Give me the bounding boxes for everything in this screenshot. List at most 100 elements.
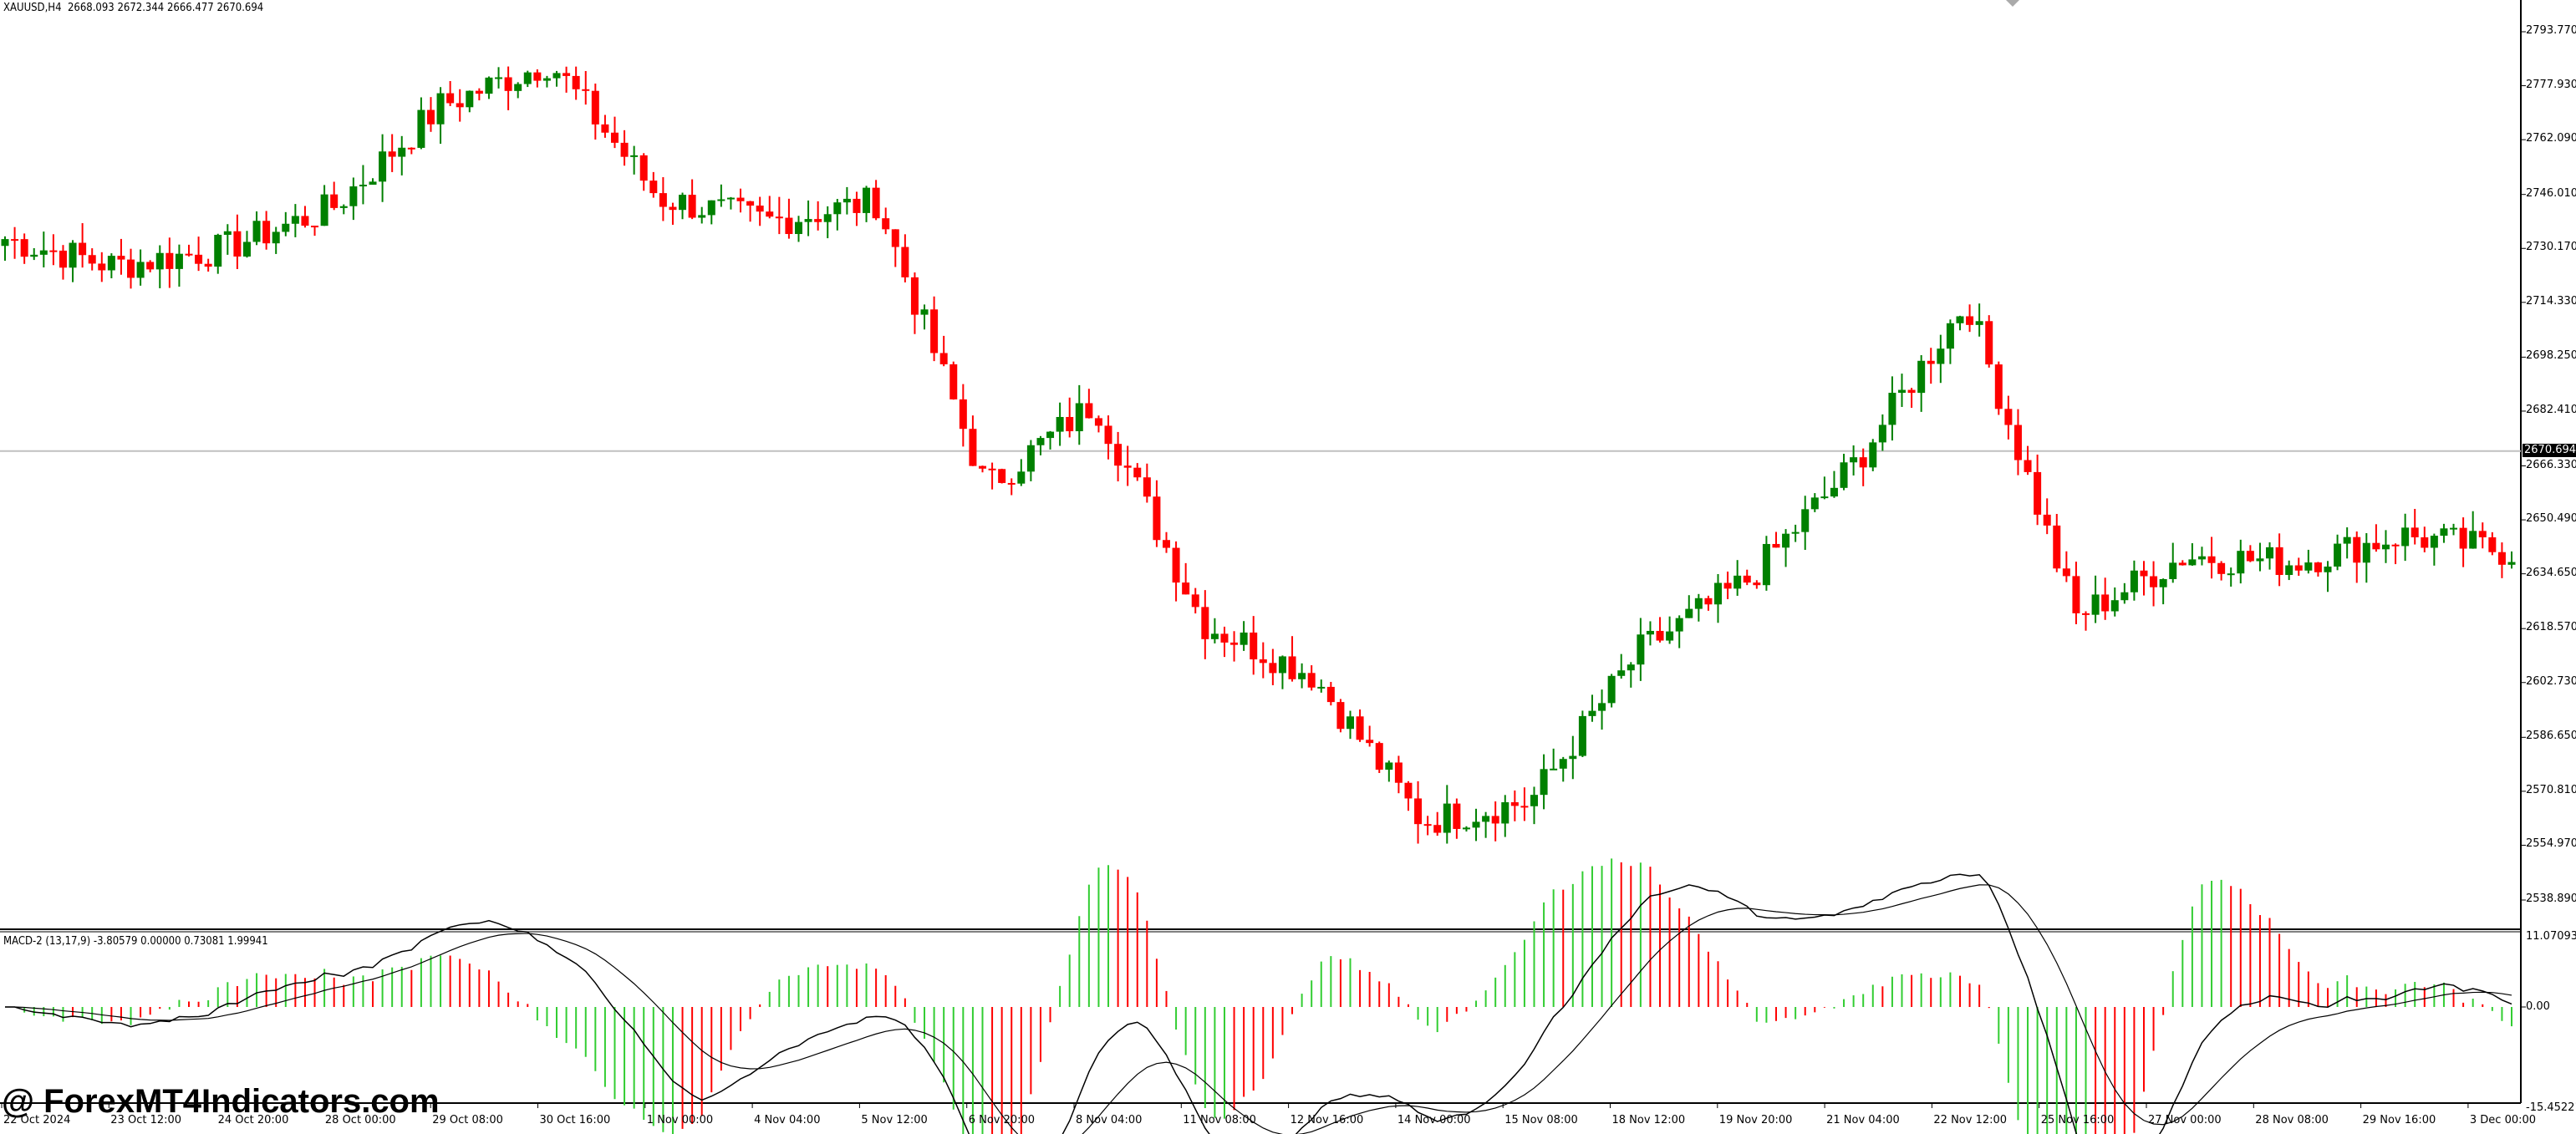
candle-bull — [1588, 710, 1596, 716]
candle-bull — [1878, 425, 1886, 443]
candle-bull — [1036, 438, 1045, 445]
candle-bear — [1723, 582, 1732, 589]
candle-bear — [649, 181, 658, 194]
time-tick-label: 22 Oct 2024 — [3, 1114, 71, 1126]
candle-bull — [39, 250, 48, 255]
candle-bull — [1675, 618, 1683, 632]
candle-bear — [1656, 630, 1664, 641]
candle-bull — [1917, 360, 1926, 394]
candle-bear — [1433, 825, 1442, 833]
candle-bear — [1094, 418, 1102, 426]
candle-bear — [456, 103, 464, 108]
symbol-ohlc-header: XAUUSD,H4 2668.093 2672.344 2666.477 267… — [3, 2, 264, 14]
price-tick-label: 2554.970 — [2526, 837, 2576, 851]
candle-bear — [1907, 389, 1916, 394]
time-tick-label: 25 Nov 16:00 — [2040, 1114, 2115, 1126]
candle-bear — [1985, 321, 1993, 365]
candle-bull — [2227, 573, 2235, 576]
candle-bull — [1956, 316, 1964, 323]
candle-bull — [1026, 445, 1035, 472]
time-tick-label: 18 Nov 12:00 — [1611, 1114, 1686, 1126]
candle-bull — [2507, 562, 2516, 565]
candle-bull — [175, 253, 183, 269]
candle-bear — [2488, 536, 2497, 552]
candle-bull — [1733, 575, 1742, 589]
candle-bear — [1453, 803, 1461, 829]
price-tick-label: 2538.890 — [2526, 892, 2576, 905]
candle-bull — [843, 198, 851, 203]
candle-bull — [2188, 559, 2197, 566]
candle-bear — [882, 218, 890, 230]
time-tick-label: 12 Nov 16:00 — [1290, 1114, 1364, 1126]
candle-bull — [523, 72, 532, 84]
candle-bull — [69, 242, 77, 268]
candle-bear — [736, 197, 745, 201]
candle-bear — [475, 90, 483, 94]
candle-bull — [707, 200, 715, 216]
candle-bull — [1278, 656, 1286, 674]
candle-bull — [833, 202, 842, 215]
candle-bull — [1946, 323, 1954, 349]
candle-bull — [1559, 759, 1567, 769]
candle-bear — [1066, 416, 1074, 432]
candle-bull — [1694, 598, 1703, 609]
candle-bull — [2120, 592, 2129, 601]
price-tick-label: 2777.930 — [2526, 78, 2576, 91]
candle-bear — [1220, 633, 1229, 643]
candle-bear — [262, 221, 271, 244]
time-tick-label: 23 Oct 12:00 — [110, 1114, 182, 1126]
candle-bull — [436, 93, 445, 125]
candle-bear — [127, 259, 135, 278]
candle-bear — [2043, 514, 2051, 526]
candle-bull — [320, 194, 328, 226]
candle-bear — [195, 254, 203, 264]
candle-bull — [2285, 565, 2293, 576]
candle-bear — [1269, 663, 1277, 674]
candle-bull — [223, 231, 232, 235]
candle-bull — [552, 73, 561, 79]
candle-bear — [2004, 409, 2013, 425]
candle-bear — [1753, 582, 1761, 586]
candle-bull — [1598, 703, 1606, 711]
candle-bear — [1114, 444, 1123, 466]
candle-bear — [233, 231, 242, 257]
time-tick-label: 5 Nov 12:00 — [861, 1114, 928, 1126]
candle-bull — [1317, 686, 1326, 689]
candle-bull — [272, 231, 280, 244]
candle-bear — [746, 201, 755, 206]
candle-bear — [2101, 594, 2110, 612]
candle-bear — [2372, 542, 2380, 550]
candle-bear — [504, 77, 512, 91]
candle-bear — [756, 206, 764, 212]
candle-bull — [1210, 633, 1219, 639]
time-tick-label: 29 Nov 16:00 — [2362, 1114, 2436, 1126]
price-tick-label: 2730.170 — [2526, 241, 2576, 254]
candle-bear — [1772, 543, 1780, 548]
candle-bear — [165, 252, 174, 269]
time-tick-label: 14 Nov 00:00 — [1397, 1114, 1471, 1126]
candle-bear — [1191, 594, 1199, 608]
price-tick-label: 2793.770 — [2526, 24, 2576, 37]
time-tick-label: 28 Nov 08:00 — [2255, 1114, 2329, 1126]
time-tick-label: 21 Nov 04:00 — [1826, 1114, 1900, 1126]
candle-bull — [679, 195, 687, 211]
candle-bear — [1133, 467, 1142, 478]
price-tick-label: 2762.090 — [2526, 132, 2576, 145]
candle-bull — [107, 256, 115, 271]
shift-marker-icon[interactable] — [2006, 0, 2019, 7]
candle-bull — [1937, 348, 1945, 364]
candle-bull — [1530, 795, 1539, 806]
macd-scale-bottom: -15.45221 — [2526, 1101, 2576, 1114]
candle-bull — [2256, 558, 2264, 562]
candle-bull — [2169, 562, 2177, 580]
candle-bear — [2178, 562, 2187, 566]
candle-bear — [910, 277, 919, 315]
time-tick-label: 8 Nov 04:00 — [1076, 1114, 1143, 1126]
candle-bear — [969, 429, 977, 466]
watermark: @ ForexMT4Indicators.com — [2, 1083, 440, 1120]
candle-bear — [785, 217, 793, 235]
candle-bull — [863, 187, 871, 213]
candle-bear — [388, 151, 396, 157]
